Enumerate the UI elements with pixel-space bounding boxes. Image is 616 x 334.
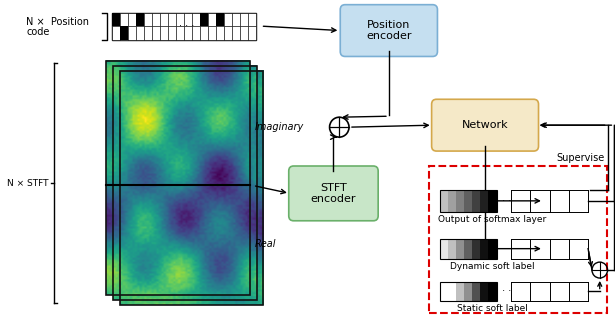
Bar (113, 66, 257, 301)
Bar (112, 26, 120, 39)
Bar (152, 13, 160, 26)
Bar (144, 26, 152, 39)
Bar (472, 239, 480, 259)
Text: Dynamic soft label: Dynamic soft label (450, 262, 535, 271)
Bar (488, 239, 496, 259)
Bar (112, 13, 120, 26)
Bar (160, 26, 168, 39)
Bar (184, 13, 192, 26)
Bar (248, 26, 256, 39)
Bar (440, 282, 448, 302)
Bar (456, 190, 464, 212)
Bar (216, 13, 224, 26)
Bar (488, 190, 496, 212)
Bar (440, 282, 496, 302)
Bar (136, 26, 144, 39)
Bar (160, 13, 168, 26)
Bar (136, 13, 144, 26)
Text: Imaginary: Imaginary (255, 122, 304, 132)
Bar (480, 282, 488, 302)
Bar (136, 13, 144, 26)
Bar (448, 190, 456, 212)
Text: · · ·: · · · (496, 287, 511, 297)
Bar (120, 26, 128, 39)
Bar (200, 13, 208, 26)
Bar (176, 13, 184, 26)
Bar (232, 26, 240, 39)
Bar (216, 13, 224, 26)
Bar (240, 13, 248, 26)
FancyBboxPatch shape (289, 166, 378, 221)
Text: Network: Network (462, 120, 508, 130)
Bar (224, 26, 232, 39)
Bar (464, 239, 472, 259)
Text: code: code (26, 27, 50, 37)
Text: · · ·: · · · (496, 244, 511, 254)
FancyBboxPatch shape (432, 99, 538, 151)
Bar (168, 13, 176, 26)
Bar (248, 13, 256, 26)
Bar (480, 190, 488, 212)
Bar (472, 282, 480, 302)
Text: Real: Real (255, 239, 276, 249)
Text: STFT
encoder: STFT encoder (310, 183, 356, 204)
Bar (448, 239, 456, 259)
Bar (200, 13, 208, 26)
Bar (168, 26, 176, 39)
Bar (208, 26, 216, 39)
Bar (120, 71, 264, 305)
Text: N × STFT: N × STFT (7, 179, 49, 188)
Text: Position
encoder: Position encoder (366, 20, 411, 41)
Bar (128, 13, 136, 26)
FancyBboxPatch shape (340, 5, 437, 56)
Bar (464, 282, 472, 302)
Text: N ×  Position: N × Position (26, 17, 89, 27)
Text: · · ·: · · · (496, 196, 511, 206)
Bar (448, 282, 456, 302)
Bar (429, 166, 607, 313)
Bar (128, 26, 136, 39)
Bar (464, 190, 472, 212)
Bar (112, 13, 256, 39)
Bar (440, 239, 496, 259)
Bar (232, 13, 240, 26)
Text: Static soft label: Static soft label (456, 304, 527, 313)
Text: Output of softmax layer: Output of softmax layer (438, 215, 546, 224)
Bar (488, 282, 496, 302)
Text: Supervise: Supervise (556, 153, 605, 163)
Bar (120, 13, 128, 26)
Bar (224, 13, 232, 26)
Bar (112, 13, 120, 26)
Bar (480, 239, 488, 259)
Bar (106, 61, 250, 296)
Bar (176, 26, 184, 39)
Bar (208, 13, 216, 26)
Bar (456, 282, 464, 302)
Bar (440, 190, 496, 212)
Text: · · ·: · · · (179, 21, 194, 31)
Bar (240, 26, 248, 39)
Bar (440, 190, 448, 212)
Bar (192, 26, 200, 39)
Bar (184, 26, 192, 39)
Bar (440, 239, 448, 259)
Bar (216, 26, 224, 39)
Bar (120, 26, 128, 39)
Bar (472, 190, 480, 212)
Bar (192, 13, 200, 26)
Bar (144, 13, 152, 26)
Bar (456, 239, 464, 259)
Bar (152, 26, 160, 39)
Bar (200, 26, 208, 39)
